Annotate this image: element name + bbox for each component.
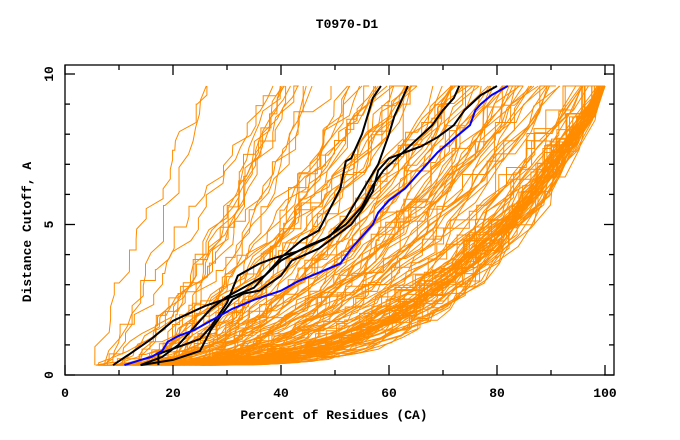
x-tick-label: 20 <box>165 386 181 401</box>
y-axis-label: Distance Cutoff, A <box>20 162 35 303</box>
highlight-3-line <box>157 85 461 366</box>
x-tick-label: 0 <box>61 386 69 401</box>
background-model-line <box>95 85 464 366</box>
background-model-line <box>121 85 548 366</box>
y-tick-label: 10 <box>42 66 57 82</box>
background-model-line <box>195 85 546 366</box>
background-model-line <box>107 85 495 366</box>
background-model-line <box>119 85 363 366</box>
y-axis: 0 5 10 <box>42 66 614 379</box>
background-model-line <box>153 85 507 366</box>
background-model-line <box>183 85 479 366</box>
background-model-line <box>185 85 603 366</box>
background-model-line <box>117 86 332 366</box>
y-tick-label: 5 <box>42 220 57 228</box>
y-tick-label: 0 <box>42 371 57 379</box>
x-tick-label: 40 <box>273 386 289 401</box>
background-model-line <box>153 85 282 366</box>
background-model-line <box>98 85 299 366</box>
background-model-line <box>173 85 605 366</box>
reference-line <box>124 85 509 367</box>
background-model-line <box>145 85 605 366</box>
background-models <box>94 85 606 366</box>
background-model-line <box>167 85 377 366</box>
background-model-line <box>190 85 606 366</box>
x-axis: 0 20 40 60 80 100 <box>61 65 617 401</box>
background-model-line <box>127 85 516 366</box>
background-model-line <box>113 85 541 366</box>
background-model-line <box>152 85 514 366</box>
background-model-line <box>130 85 409 366</box>
background-model-line <box>125 85 406 366</box>
plot-frame <box>64 64 615 376</box>
chart-title: T0970-D1 <box>316 17 379 32</box>
x-axis-label: Percent of Residues (CA) <box>240 408 427 423</box>
x-tick-label: 80 <box>489 386 505 401</box>
background-model-line <box>106 85 207 366</box>
background-model-line <box>157 85 600 366</box>
background-model-line <box>133 85 519 366</box>
background-model-line <box>102 85 274 366</box>
background-model-line <box>94 86 208 366</box>
background-model-line <box>155 86 281 366</box>
background-model-line <box>125 85 285 366</box>
highlight-models <box>112 85 509 367</box>
background-model-line <box>132 86 375 366</box>
background-model-line <box>98 85 533 366</box>
highlight-1-line <box>112 85 382 366</box>
background-model-line <box>103 85 285 366</box>
background-model-line <box>97 85 604 366</box>
highlight-4-line <box>140 85 498 367</box>
x-tick-label: 100 <box>593 386 617 401</box>
background-model-line <box>199 85 605 366</box>
x-tick-label: 60 <box>381 386 397 401</box>
